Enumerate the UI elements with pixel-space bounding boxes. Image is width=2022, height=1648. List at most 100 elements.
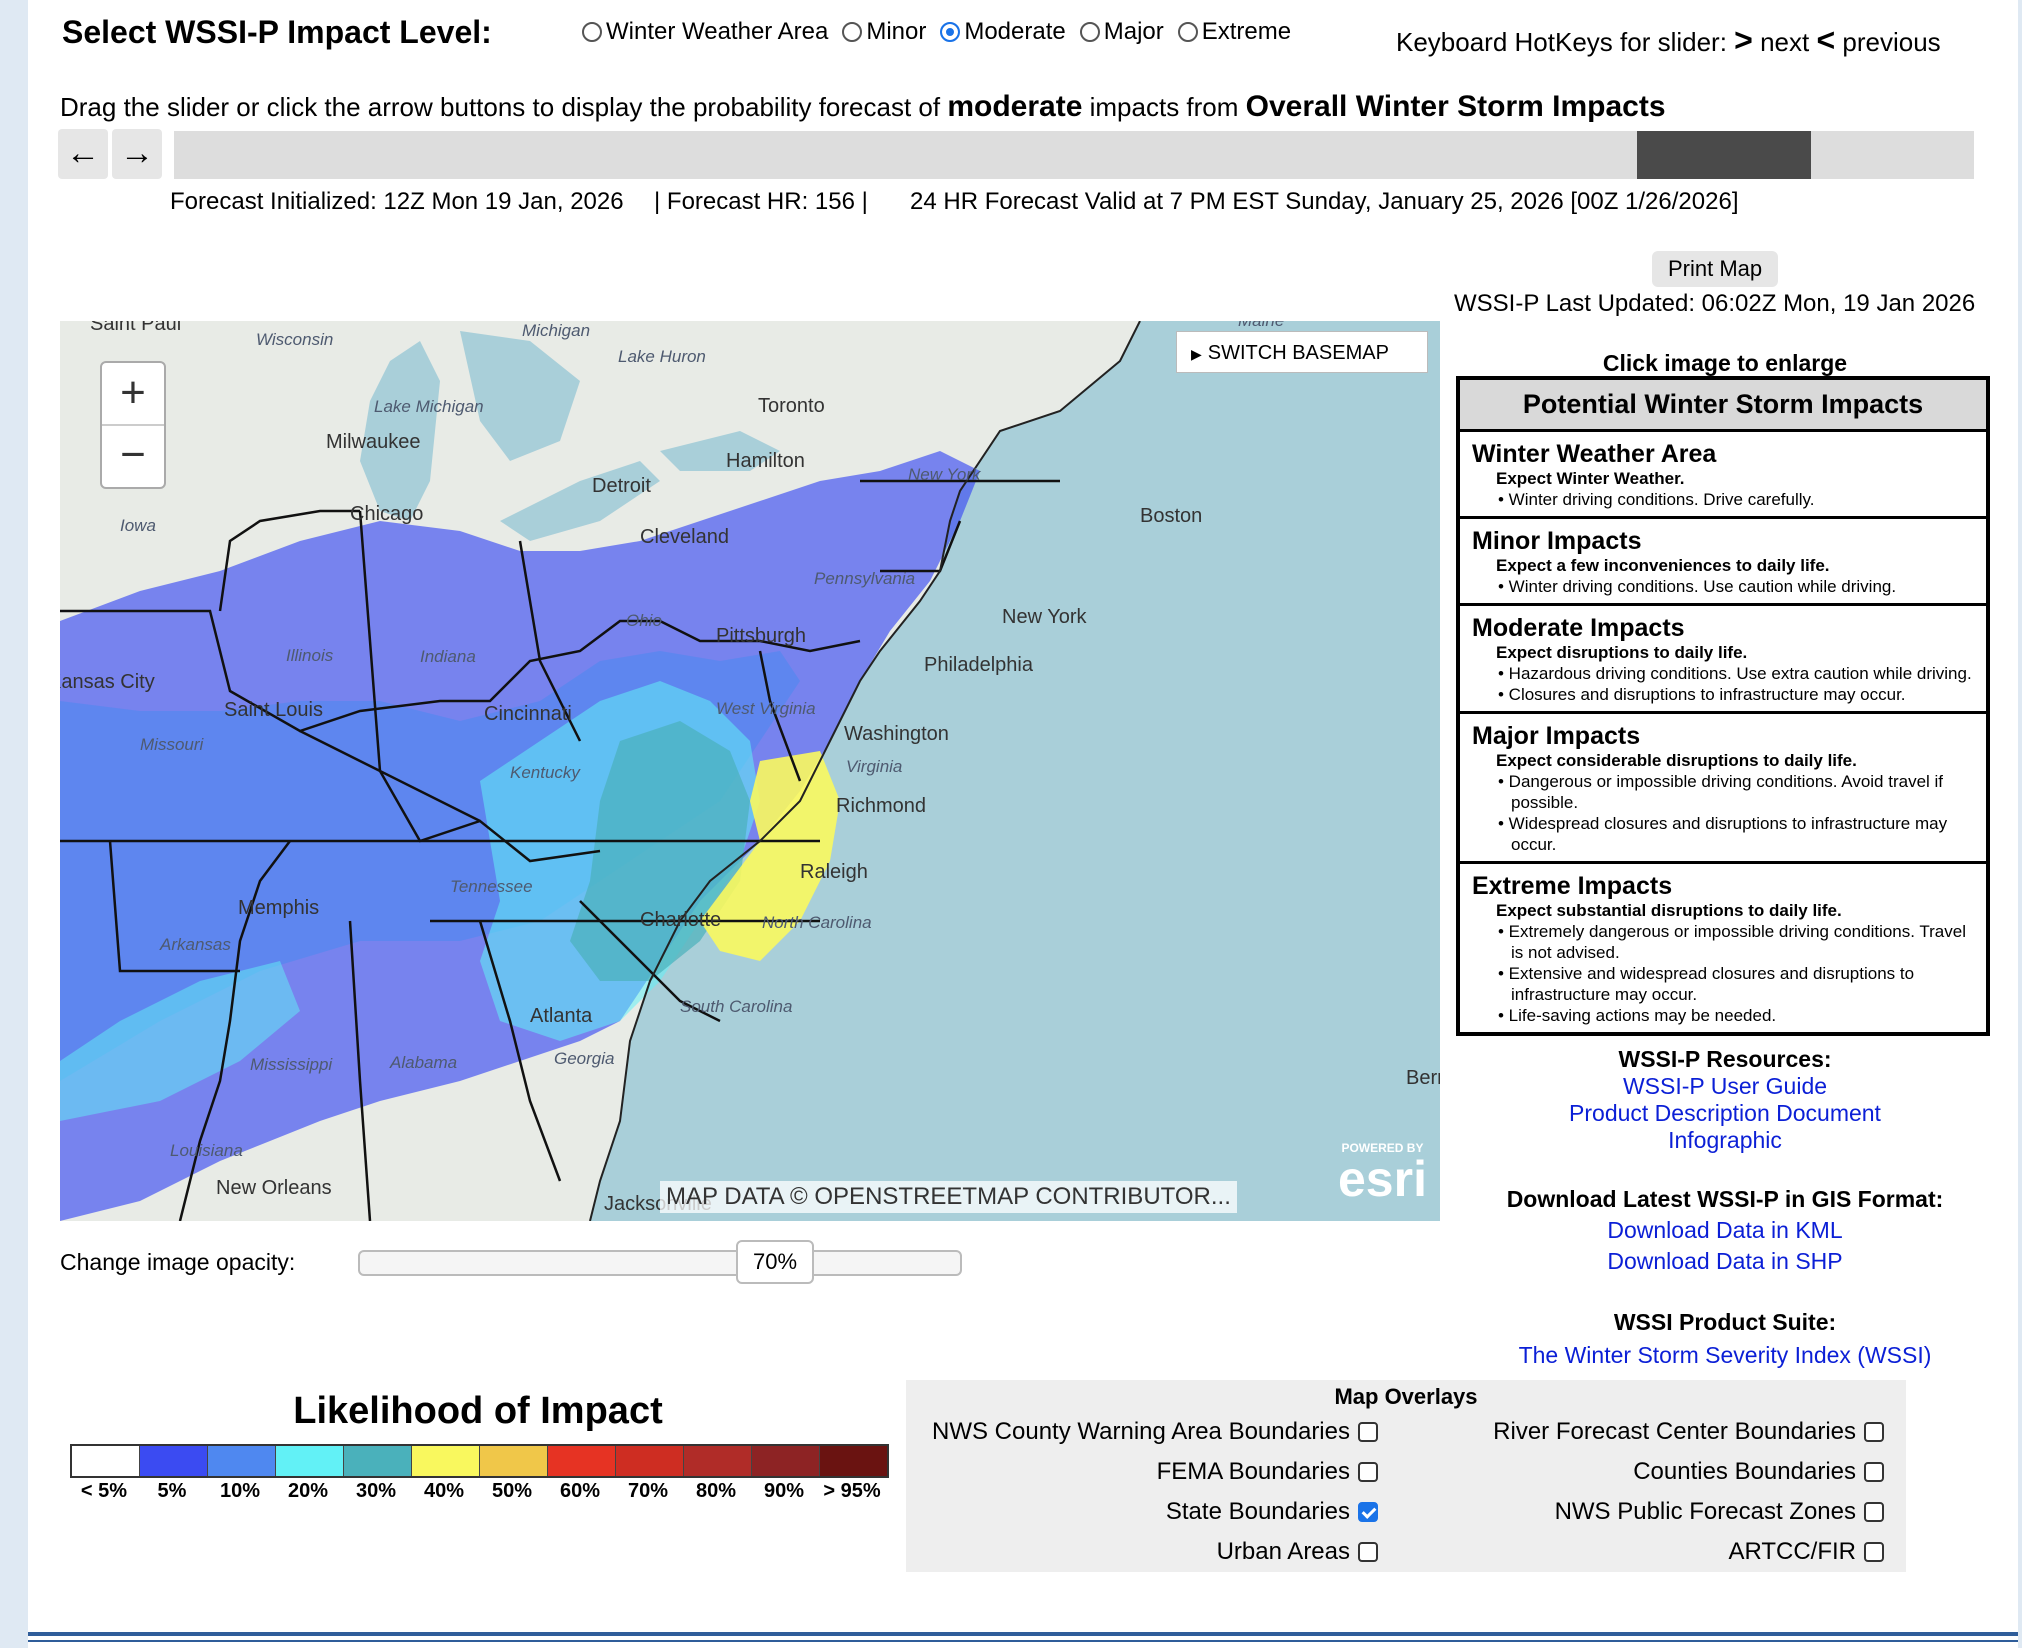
esri-wordmark: esri	[1338, 1151, 1427, 1207]
impact-level-radios: Winter Weather Area Minor Moderate Major…	[568, 18, 1291, 46]
overlay-counties[interactable]: Counties Boundaries	[1493, 1452, 1884, 1492]
download-shp-link[interactable]: Download Data in SHP	[1607, 1248, 1843, 1274]
zoom-in-button[interactable]: +	[102, 363, 164, 426]
gis-download-title: Download Latest WSSI-P in GIS Format:	[1506, 1186, 1944, 1212]
overlay-label: River Forecast Center Boundaries	[1493, 1418, 1856, 1445]
infographic-link[interactable]: Infographic	[1668, 1127, 1782, 1153]
legend-section-title: Moderate Impacts	[1472, 614, 1685, 642]
checkbox-forecast-zones[interactable]	[1864, 1502, 1884, 1522]
esri-logo[interactable]: POWERED BY esri	[1338, 1141, 1427, 1207]
map-label-new-york-city: New York	[1002, 606, 1087, 628]
map-label-ohio: Ohio	[626, 611, 662, 630]
legend-winter-weather-area: Winter Weather Area Expect Winter Weathe…	[1460, 432, 1986, 519]
map-attribution[interactable]: MAP DATA © OPENSTREETMAP CONTRIBUTOR...	[660, 1181, 1237, 1213]
map-label-philadelphia: Philadelphia	[924, 654, 1033, 676]
forecast-slider-track[interactable]	[174, 131, 1974, 179]
map-label-arkansas: Arkansas	[160, 935, 231, 954]
likelihood-swatch	[276, 1446, 344, 1476]
map-image[interactable]	[60, 321, 1440, 1221]
legend-bullet: • Closures and disruptions to infrastruc…	[1498, 685, 1906, 704]
prev-arrow-button[interactable]: ←	[58, 129, 108, 179]
checkbox-state-boundaries[interactable]	[1358, 1502, 1378, 1522]
next-arrow-button[interactable]: →	[112, 129, 162, 179]
map-label-kansas-city: Kansas City	[60, 671, 155, 693]
map-label-iowa: Iowa	[120, 516, 156, 535]
likelihood-label: 20%	[287, 1480, 329, 1502]
map-label-pennsylvania: Pennsylvania	[814, 569, 916, 588]
map-label-washington: Washington	[844, 723, 949, 745]
map-label-new-york-state: New York	[908, 465, 981, 484]
legend-bullet: • Extremely dangerous or impossible driv…	[1498, 922, 1966, 962]
radio-minor[interactable]	[842, 22, 863, 42]
checkbox-fema-boundaries[interactable]	[1358, 1462, 1378, 1482]
state-boundaries	[60, 479, 1060, 1221]
legend-section-title: Minor Impacts	[1472, 527, 1642, 555]
resources-panel: WSSI-P Resources: WSSI-P User Guide Prod…	[1462, 1046, 1988, 1369]
forecast-initialized: Forecast Initialized: 12Z Mon 19 Jan, 20…	[170, 188, 624, 215]
map-label-memphis: Memphis	[238, 897, 320, 919]
likelihood-swatch	[344, 1446, 412, 1476]
opacity-slider-handle[interactable]: 70%	[736, 1240, 814, 1284]
likelihood-swatch	[208, 1446, 276, 1476]
map-label-south-carolina: South Carolina	[680, 997, 793, 1016]
map-overlays-panel: Map Overlays NWS County Warning Area Bou…	[906, 1380, 1906, 1572]
radio-moderate[interactable]	[940, 22, 961, 42]
map-label-kentucky: Kentucky	[510, 763, 580, 782]
map-label-missouri: Missouri	[140, 735, 204, 754]
zoom-out-button[interactable]: −	[120, 430, 146, 479]
legend-bullet: • Extensive and widespread closures and …	[1498, 964, 1915, 1004]
radio-label-minor[interactable]: Minor	[866, 18, 927, 45]
overlay-artcc[interactable]: ARTCC/FIR	[1493, 1532, 1884, 1572]
opacity-slider[interactable]	[358, 1250, 962, 1276]
map-label-pittsburgh: Pittsburgh	[716, 625, 807, 647]
overlay-cwa[interactable]: NWS County Warning Area Boundaries	[932, 1412, 1378, 1452]
overlay-rfc[interactable]: River Forecast Center Boundaries	[1493, 1412, 1884, 1452]
map-label-atlanta: Atlanta	[530, 1005, 593, 1027]
wssi-link[interactable]: The Winter Storm Severity Index (WSSI)	[1518, 1342, 1932, 1368]
user-guide-link[interactable]: WSSI-P User Guide	[1622, 1073, 1828, 1099]
radio-label-major[interactable]: Major	[1103, 18, 1164, 45]
switch-basemap-button[interactable]: ▶ SWITCH BASEMAP	[1176, 331, 1428, 373]
lake-huron-shape	[460, 331, 580, 461]
likelihood-swatch	[480, 1446, 548, 1476]
overlay-zones[interactable]: NWS Public Forecast Zones	[1493, 1492, 1884, 1532]
forecast-map[interactable]: + − ▶ SWITCH BASEMAP Saint Paul Wisconsin…	[60, 321, 1440, 1221]
map-label-saint-louis: Saint Louis	[224, 699, 323, 721]
map-label-milwaukee: Milwaukee	[326, 431, 421, 453]
checkbox-artcc-fir[interactable]	[1864, 1542, 1884, 1562]
instructions-middle: impacts from	[1089, 92, 1239, 122]
radio-major[interactable]	[1079, 22, 1100, 42]
radio-extreme[interactable]	[1177, 22, 1198, 42]
overlay-label: ARTCC/FIR	[1728, 1538, 1856, 1565]
radio-label-winter-weather-area[interactable]: Winter Weather Area	[606, 18, 829, 45]
map-label-raleigh: Raleigh	[800, 861, 868, 883]
likelihood-label: 40%	[423, 1480, 465, 1502]
impacts-legend[interactable]: Potential Winter Storm Impacts Winter We…	[1456, 376, 1990, 1036]
overlay-label: NWS County Warning Area Boundaries	[932, 1418, 1350, 1445]
radio-winter-weather-area[interactable]	[582, 22, 602, 42]
print-map-button[interactable]: Print Map	[1652, 251, 1779, 287]
overlay-label: NWS Public Forecast Zones	[1554, 1498, 1856, 1525]
checkbox-cwa-boundaries[interactable]	[1358, 1422, 1378, 1442]
radio-label-extreme[interactable]: Extreme	[1201, 18, 1292, 45]
legend-section-title: Major Impacts	[1472, 722, 1641, 750]
legend-bullet: • Life-saving actions may be needed.	[1498, 1006, 1777, 1025]
overlay-label: Urban Areas	[1216, 1538, 1350, 1565]
likelihood-label: 30%	[355, 1480, 397, 1502]
overlay-urban[interactable]: Urban Areas	[932, 1532, 1378, 1572]
product-description-link[interactable]: Product Description Document	[1569, 1100, 1881, 1126]
product-suite-title: WSSI Product Suite:	[1613, 1309, 1837, 1335]
overlay-fema[interactable]: FEMA Boundaries	[932, 1452, 1378, 1492]
checkbox-counties-boundaries[interactable]	[1864, 1462, 1884, 1482]
map-label-richmond: Richmond	[836, 795, 927, 817]
likelihood-label: 50%	[491, 1480, 533, 1502]
checkbox-rfc-boundaries[interactable]	[1864, 1422, 1884, 1442]
checkbox-urban-areas[interactable]	[1358, 1542, 1378, 1562]
switch-basemap-label: SWITCH BASEMAP	[1207, 342, 1389, 364]
download-kml-link[interactable]: Download Data in KML	[1607, 1217, 1843, 1243]
likelihood-label: > 95%	[823, 1480, 881, 1502]
likelihood-title: Likelihood of Impact	[293, 1390, 663, 1432]
forecast-slider-handle[interactable]	[1637, 131, 1811, 179]
radio-label-moderate[interactable]: Moderate	[964, 18, 1066, 45]
overlay-state[interactable]: State Boundaries	[932, 1492, 1378, 1532]
